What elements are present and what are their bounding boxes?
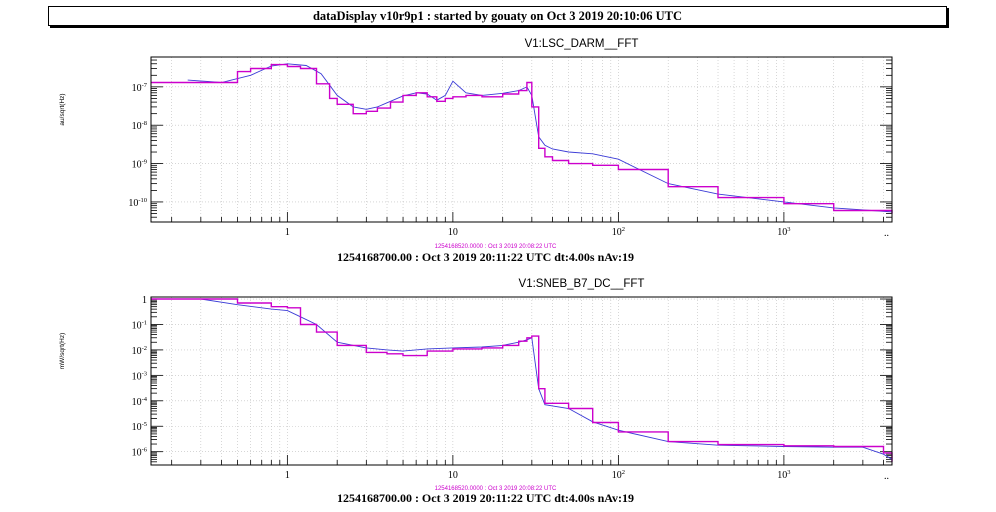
y-tick-label: 10-2 [132,345,147,357]
reference-timestamp: 1254168520.0000 : Oct 3 2019 20:08:22 UT… [435,244,557,250]
x-tick-label: 102 [612,469,625,481]
grid-lines [151,297,892,465]
y-tick-label: 10-5 [132,421,147,433]
y-tick-label: 10-9 [132,159,147,171]
y-tick-label: 10-3 [132,370,147,382]
plot-title: V1:LSC_DARM__FFT [525,38,639,50]
y-tick-label: 10-1 [132,319,147,331]
x-tick-label: 1 [285,227,290,238]
x-tick-label: 102 [612,226,625,238]
x-axis-more-marker: .. [884,471,889,482]
series-line-live [151,298,893,460]
y-tick-label: 10-8 [132,120,147,132]
plot-footer: 1254168700.00 : Oct 3 2019 20:11:22 UTC … [337,491,634,505]
x-tick-label: 1 [285,470,290,481]
plot-title: V1:SNEB_B7_DC__FFT [519,278,645,290]
x-tick-label: 103 [777,469,790,481]
plot-footer: 1254168700.00 : Oct 3 2019 20:11:22 UTC … [337,250,634,264]
series-line-live [187,63,893,213]
window-title-banner: dataDisplay v10r9p1 : started by gouaty … [48,6,947,26]
y-tick-label: 1 [142,295,147,306]
reference-timestamp: 1254168520.0000 : Oct 3 2019 20:08:22 UT… [435,486,557,492]
plot-frame [150,56,893,223]
y-axis-label: au/sqrt(Hz) [59,93,66,125]
x-tick-label: 10 [448,227,458,238]
y-tick-label: 10-10 [128,197,147,209]
x-axis-more-marker: .. [884,228,889,239]
x-tick-label: 10 [448,470,458,481]
series-line-reference [151,298,893,462]
plot-frame [150,296,893,466]
y-tick-label: 10-4 [132,396,148,408]
y-tick-label: 10-6 [132,447,148,459]
series-line-reference [151,63,893,214]
x-tick-label: 103 [777,226,790,238]
y-tick-label: 10-7 [132,82,148,94]
y-axis-label: mW/sqrt(Hz) [59,333,66,369]
